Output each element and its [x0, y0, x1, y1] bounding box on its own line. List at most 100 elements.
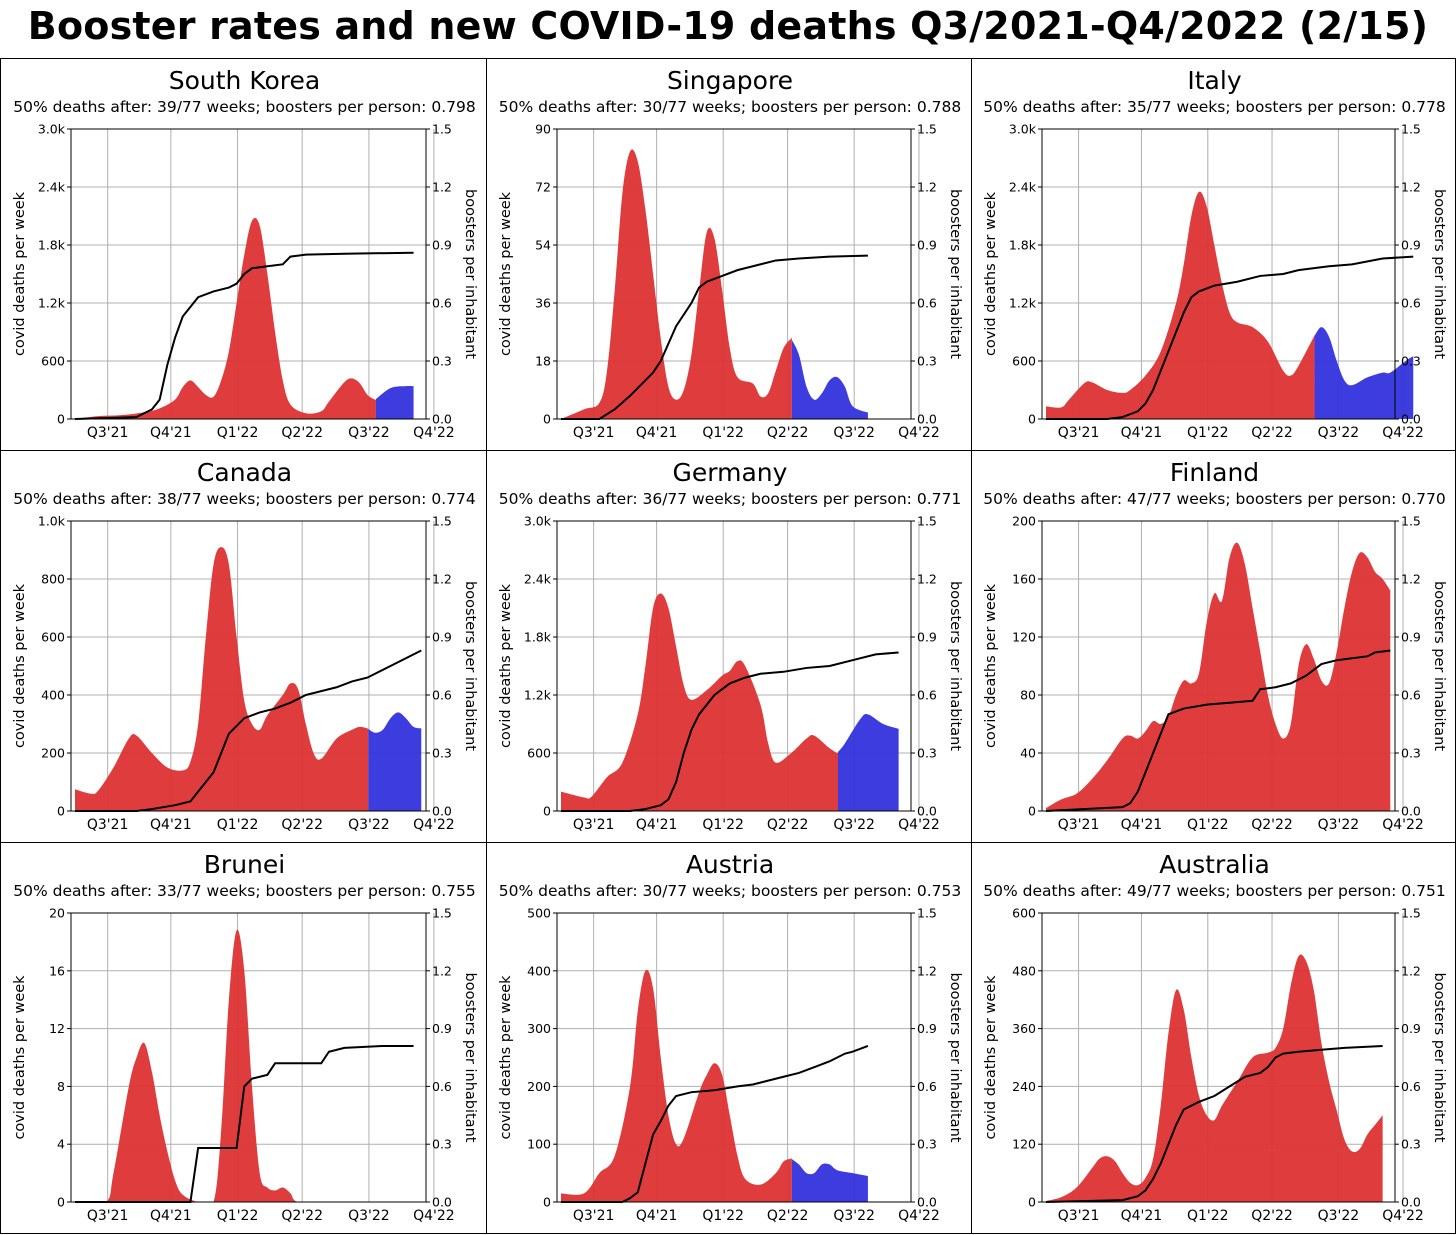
chart-subtitle: 50% deaths after: 38/77 weeks; boosters … — [13, 490, 475, 508]
chart-title: Canada — [197, 458, 292, 487]
y2-tick-label: 0.6 — [917, 1079, 937, 1094]
plot-frame — [70, 912, 427, 1203]
y-tick-label: 2.4k — [1009, 180, 1037, 195]
y-tick-label: 0 — [57, 1195, 65, 1210]
y-axis-label: covid deaths per week — [498, 975, 514, 1140]
y-tick-label: 480 — [1012, 963, 1036, 978]
y2-axis-label: boosters per inhabitant — [1431, 973, 1447, 1143]
booster-line — [561, 254, 868, 420]
chart-svg: Italy 50% deaths after: 35/77 weeks; boos… — [983, 66, 1447, 441]
chart-title: South Korea — [169, 66, 320, 95]
plot-frame — [1041, 128, 1396, 420]
y-tick-label: 1.8k — [1009, 238, 1037, 253]
deaths-area-after-median — [368, 712, 422, 811]
y2-tick-label: 0.3 — [432, 354, 452, 369]
x-tick-label: Q1'22 — [217, 1208, 259, 1224]
x-tick-label: Q3'21 — [1058, 425, 1100, 441]
y-tick-label: 200 — [527, 1079, 551, 1094]
chart-subtitle: 50% deaths after: 35/77 weeks; boosters … — [983, 98, 1445, 116]
x-tick-label: Q4'22 — [898, 817, 940, 833]
x-tick-label: Q4'22 — [898, 1208, 940, 1224]
y2-tick-label: 0.9 — [917, 630, 937, 645]
x-tick-label: Q2'22 — [1251, 425, 1293, 441]
y2-tick-label: 0.6 — [432, 296, 452, 311]
deaths-area-before-median — [561, 149, 792, 419]
plot-frame — [556, 128, 912, 420]
x-tick-label: Q4'21 — [150, 1208, 192, 1224]
x-tick-label: Q4'22 — [1382, 425, 1424, 441]
x-tick-label: Q4'22 — [898, 425, 940, 441]
y-axis-label: covid deaths per week — [983, 975, 999, 1140]
booster-line — [1046, 255, 1414, 420]
deaths-area-before-median — [75, 547, 369, 811]
y2-tick-label: 0.9 — [917, 238, 937, 253]
y2-tick-label: 1.2 — [1401, 572, 1421, 587]
chart-panel-finland: Finland 50% deaths after: 47/77 weeks; bo… — [971, 450, 1456, 843]
y-tick-label: 1.8k — [524, 630, 552, 645]
chart-panel-australia: Australia 50% deaths after: 49/77 weeks; … — [971, 842, 1456, 1234]
x-tick-label: Q3'22 — [1318, 817, 1360, 833]
plot-frame — [1041, 520, 1396, 812]
y-tick-label: 40 — [1020, 746, 1036, 761]
x-tick-label: Q3'21 — [1058, 1208, 1100, 1224]
y-tick-label: 120 — [1012, 1137, 1036, 1152]
y2-tick-label: 0.9 — [1401, 1021, 1421, 1036]
x-tick-label: Q4'22 — [1382, 1208, 1424, 1224]
chart-svg: Germany 50% deaths after: 36/77 weeks; bo… — [498, 458, 963, 833]
y-tick-label: 600 — [41, 354, 65, 369]
y2-axis-label: boosters per inhabitant — [462, 581, 478, 751]
y-tick-label: 800 — [41, 572, 65, 587]
x-tick-label: Q3'22 — [348, 817, 390, 833]
chart-title: Australia — [1159, 850, 1270, 879]
x-tick-label: Q2'22 — [1251, 817, 1293, 833]
y2-tick-label: 1.5 — [1401, 514, 1421, 529]
chart-panel-italy: Italy 50% deaths after: 35/77 weeks; boos… — [971, 58, 1456, 451]
x-tick-label: Q4'21 — [636, 817, 678, 833]
chart-panel-brunei: Brunei 50% deaths after: 33/77 weeks; boo… — [0, 842, 487, 1234]
y-axis-label: covid deaths per week — [12, 583, 28, 748]
chart-panel-canada: Canada 50% deaths after: 38/77 weeks; boo… — [0, 450, 487, 843]
y2-tick-label: 0.9 — [1401, 630, 1421, 645]
y-tick-label: 0 — [57, 804, 65, 819]
y-axis-label: covid deaths per week — [12, 975, 28, 1140]
x-tick-label: Q3'22 — [1318, 1208, 1360, 1224]
y-tick-label: 0 — [543, 1195, 551, 1210]
deaths-area-before-median — [75, 217, 377, 419]
chart-subtitle: 50% deaths after: 33/77 weeks; boosters … — [13, 882, 475, 900]
y2-tick-label: 0.9 — [432, 238, 452, 253]
x-tick-label: Q3'22 — [348, 425, 390, 441]
y-axis-label: covid deaths per week — [983, 191, 999, 356]
y2-tick-label: 0.3 — [432, 1137, 452, 1152]
x-tick-label: Q1'22 — [217, 425, 259, 441]
booster-line — [75, 1044, 414, 1203]
y-tick-label: 54 — [535, 238, 551, 253]
x-tick-label: Q1'22 — [702, 1208, 744, 1224]
chart-subtitle: 50% deaths after: 30/77 weeks; boosters … — [499, 98, 961, 116]
x-tick-label: Q3'22 — [1318, 425, 1360, 441]
y2-tick-label: 1.2 — [917, 572, 937, 587]
y2-axis-label: boosters per inhabitant — [1431, 189, 1447, 359]
y-tick-label: 0 — [543, 804, 551, 819]
chart-subtitle: 50% deaths after: 47/77 weeks; boosters … — [983, 490, 1445, 508]
y2-tick-label: 0.9 — [432, 630, 452, 645]
gridlines — [557, 128, 920, 419]
chart-panel-south-korea: South Korea 50% deaths after: 39/77 weeks… — [0, 58, 487, 451]
y2-tick-label: 0.0 — [917, 804, 937, 819]
y-tick-label: 600 — [1012, 906, 1036, 921]
y2-tick-label: 0.3 — [432, 746, 452, 761]
y2-tick-label: 0.3 — [1401, 1137, 1421, 1152]
deaths-area-after-median — [838, 714, 899, 811]
x-tick-label: Q2'22 — [767, 425, 809, 441]
deaths-area-before-median — [561, 969, 792, 1202]
y-tick-label: 100 — [527, 1137, 551, 1152]
y-tick-label: 1.2k — [1009, 296, 1037, 311]
deaths-area-before-median — [561, 593, 839, 811]
x-tick-label: Q4'22 — [1382, 817, 1424, 833]
booster-line — [1045, 649, 1391, 812]
x-tick-label: Q1'22 — [1187, 1208, 1229, 1224]
x-tick-label: Q3'22 — [833, 425, 875, 441]
chart-title: Brunei — [204, 850, 285, 879]
y-tick-label: 12 — [49, 1021, 65, 1036]
y2-tick-label: 0.0 — [917, 412, 937, 427]
y2-tick-label: 1.2 — [432, 963, 452, 978]
